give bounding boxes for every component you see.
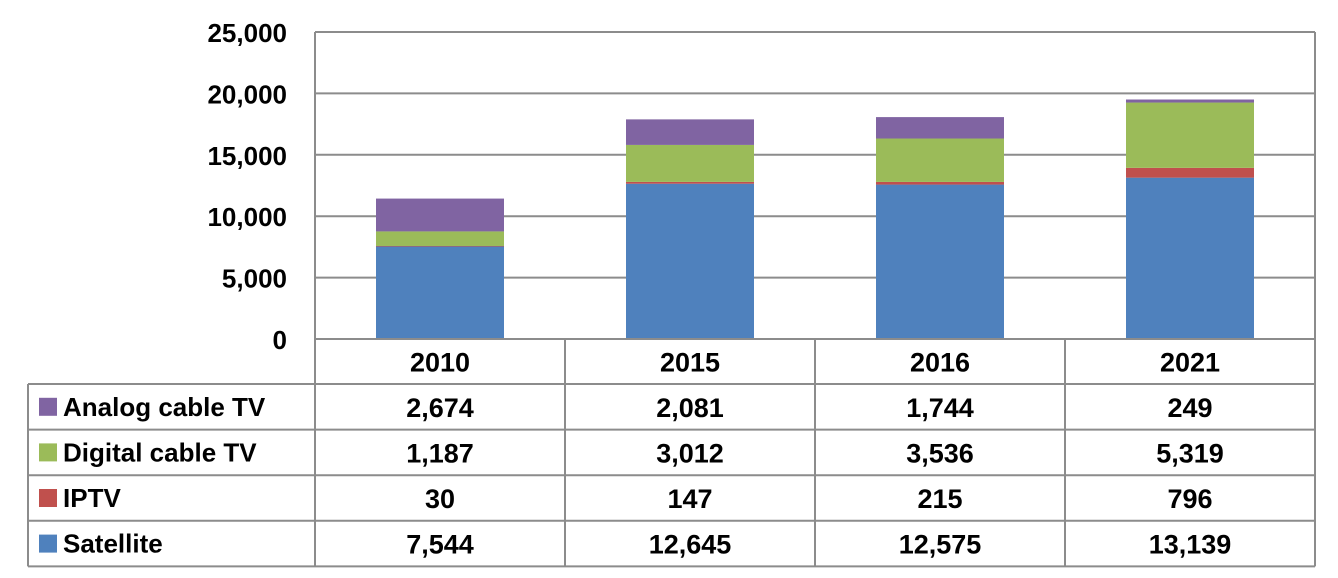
- legend-label: Satellite: [63, 529, 163, 559]
- legend-swatch: [39, 534, 57, 553]
- legend-label: Digital cable TV: [63, 437, 257, 467]
- legend-swatch: [39, 443, 57, 462]
- bar-satellite-2010: [376, 246, 504, 339]
- x-tick-label: 2016: [910, 348, 970, 378]
- bar-iptv-2021: [1126, 167, 1254, 178]
- bar-digital-cable-tv-2021: [1126, 102, 1254, 168]
- y-tick-label: 25,000: [207, 18, 287, 48]
- data-label: 3,536: [906, 438, 974, 468]
- bar-analog-cable-tv-2021: [1126, 99, 1254, 103]
- data-label: 7,544: [406, 530, 474, 560]
- data-label: 12,645: [649, 530, 732, 560]
- y-tick-label: 10,000: [207, 202, 287, 232]
- data-label: 2,081: [656, 393, 724, 423]
- legend-swatch: [39, 489, 57, 507]
- legend-swatch: [39, 397, 57, 416]
- y-tick-label: 20,000: [207, 79, 287, 109]
- x-tick-label: 2021: [1160, 348, 1220, 378]
- y-tick-label: 5,000: [222, 264, 287, 294]
- y-axis: 0 5,000 10,000 15,000 20,000 25,000: [207, 18, 287, 355]
- data-label: 1,187: [406, 438, 474, 468]
- data-label: 796: [1167, 484, 1212, 514]
- bar-analog-cable-tv-2015: [626, 119, 754, 145]
- data-label: 2,674: [406, 393, 474, 423]
- bar-digital-cable-tv-2010: [376, 231, 504, 246]
- bar-digital-cable-tv-2015: [626, 144, 754, 182]
- bar-satellite-2015: [626, 183, 754, 339]
- bars: [376, 99, 1254, 339]
- bar-digital-cable-tv-2016: [876, 138, 1004, 182]
- data-table: 2010 2015 2016 2021 Analog cable TV 2,674 2,08…: [27, 338, 1316, 568]
- legend-label: Analog cable TV: [63, 392, 266, 422]
- bar-satellite-2016: [876, 184, 1004, 339]
- data-label: 215: [917, 484, 962, 514]
- data-label: 5,319: [1156, 438, 1224, 468]
- data-label: 13,139: [1149, 530, 1232, 560]
- bar-iptv-2015: [626, 181, 754, 184]
- data-label: 249: [1167, 393, 1212, 423]
- data-label: 147: [667, 484, 712, 514]
- bar-analog-cable-tv-2016: [876, 117, 1004, 139]
- x-tick-label: 2015: [660, 348, 720, 378]
- data-label: 12,575: [899, 530, 982, 560]
- bar-analog-cable-tv-2010: [376, 198, 504, 232]
- legend-label: IPTV: [63, 483, 121, 513]
- y-tick-label: 15,000: [207, 141, 287, 171]
- data-label: 3,012: [656, 438, 724, 468]
- data-label: 1,744: [906, 393, 974, 423]
- data-label: 30: [425, 484, 455, 514]
- bar-iptv-2016: [876, 181, 1004, 185]
- bar-satellite-2021: [1126, 177, 1254, 339]
- bar-iptv-2010: [376, 245, 504, 247]
- y-tick-label: 0: [273, 325, 287, 355]
- x-tick-label: 2010: [410, 348, 470, 378]
